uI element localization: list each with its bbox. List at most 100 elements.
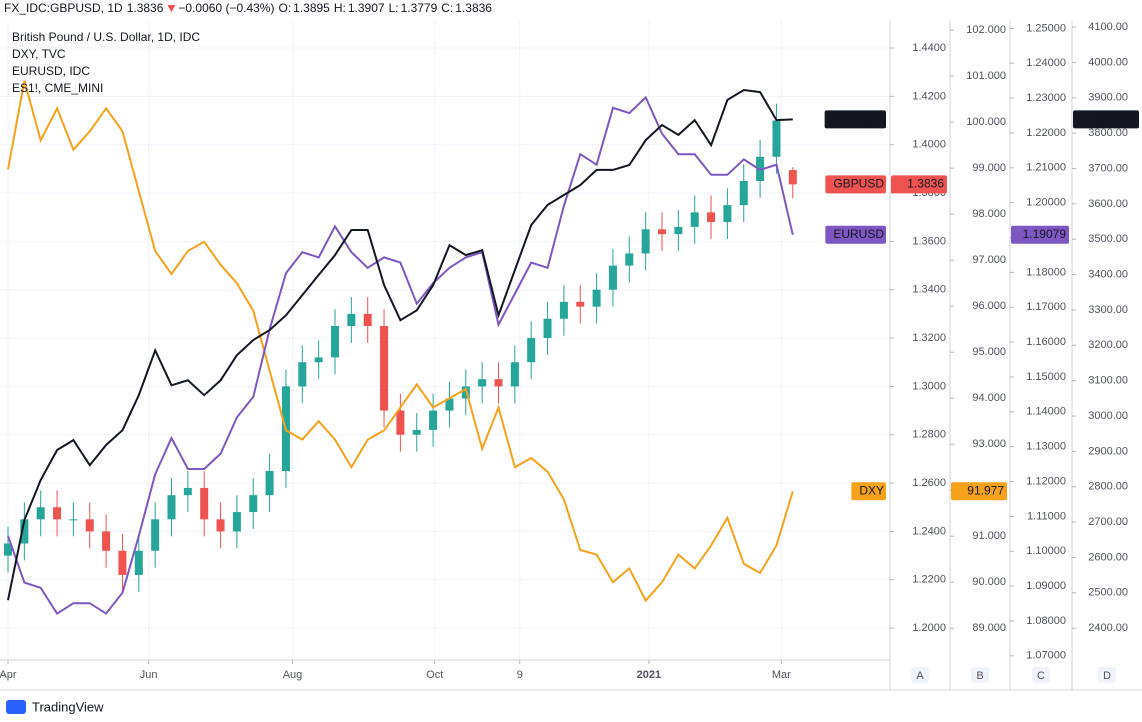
y-tick-label: 3800.00	[1088, 127, 1128, 139]
candle-body	[167, 495, 176, 520]
y-tick-label: 1.4400	[912, 42, 946, 54]
candle-body	[102, 531, 111, 551]
brand-logo	[6, 700, 26, 714]
x-tick-label: Jun	[140, 669, 158, 681]
series-line	[7, 95, 794, 615]
y-tick-label: 2800.00	[1088, 481, 1128, 493]
y-tick-label: 1.2000	[912, 622, 946, 634]
candle-body	[723, 205, 732, 223]
x-tick-label: Aug	[283, 669, 303, 681]
legend-entry: ES1!, CME_MINI	[12, 81, 103, 95]
y-tick-label: 95.000	[972, 346, 1006, 358]
y-tick-label: 2400.00	[1088, 622, 1128, 634]
x-tick-label: Apr	[0, 669, 17, 681]
axis-letter: C	[1037, 670, 1045, 682]
candle-body	[200, 487, 209, 520]
y-tick-label: 1.3000	[912, 380, 946, 392]
candle-body	[363, 313, 372, 326]
last-value-label: 3839.00	[1093, 112, 1137, 126]
y-tick-label: 1.3200	[912, 332, 946, 344]
y-tick-label: 1.13000	[1026, 441, 1066, 453]
candle-body	[592, 289, 601, 307]
last-value-box	[1011, 225, 1069, 244]
symbol: FX_IDC:GBPUSD, 1D	[4, 1, 123, 15]
brand-name[interactable]: TradingView	[32, 699, 104, 714]
candle-body	[576, 301, 585, 307]
down-arrow	[167, 5, 176, 12]
last-value-label: 1.19079	[1023, 227, 1067, 241]
y-tick-label: 1.15000	[1026, 371, 1066, 383]
y-tick-label: 1.2400	[912, 525, 946, 537]
candle-body	[331, 325, 339, 358]
candle-body	[690, 212, 699, 227]
ohlc-value: 1.3907	[348, 1, 385, 15]
y-tick-label: 2700.00	[1088, 516, 1128, 528]
y-tick-label: 100.000	[966, 116, 1006, 128]
price-tag	[851, 482, 886, 501]
candle-body	[739, 180, 748, 206]
y-tick-label: 1.3600	[912, 235, 946, 247]
candle-body	[151, 519, 160, 551]
candle-body	[543, 318, 552, 339]
y-tick-label: 1.07000	[1026, 650, 1066, 662]
ohlc-value: 1.3895	[293, 1, 330, 15]
series-line	[7, 88, 793, 601]
x-tick-label: Oct	[426, 669, 443, 681]
candle-body	[478, 379, 487, 387]
ohlc-label: H:	[334, 1, 346, 15]
y-tick-label: 102.000	[966, 24, 1006, 36]
candle-body	[380, 325, 389, 411]
candle-body	[69, 519, 78, 521]
legend-entry: DXY, TVC	[12, 47, 66, 61]
candle-body	[183, 487, 192, 496]
legend-entry: EURUSD, IDC	[12, 64, 90, 78]
y-tick-label: 3300.00	[1088, 304, 1128, 316]
candle-body	[608, 265, 617, 290]
y-tick-label: 1.20000	[1026, 197, 1066, 209]
candle-body	[249, 495, 258, 513]
candle-body	[4, 543, 12, 556]
ohlc-label: O:	[278, 1, 291, 15]
price-tag	[825, 225, 886, 244]
price-tag-name: DXY	[859, 483, 884, 497]
candle-body	[445, 398, 454, 411]
candle-body	[298, 362, 307, 387]
candle-body	[85, 519, 94, 532]
last-value-box	[1073, 110, 1139, 129]
y-tick-label: 3500.00	[1088, 233, 1128, 245]
y-tick-label: 1.2600	[912, 477, 946, 489]
axis-button	[971, 667, 989, 683]
candle-body	[625, 253, 634, 266]
x-tick-label: 2021	[637, 669, 661, 681]
change: −0.0060 (−0.43%)	[178, 1, 274, 15]
last-value-box	[951, 482, 1007, 501]
y-tick-label: 3200.00	[1088, 339, 1128, 351]
price-tag-name: EURUSD	[833, 227, 884, 241]
y-tick-label: 1.11000	[1027, 510, 1066, 522]
y-tick-label: 1.16000	[1026, 336, 1066, 348]
candle-body	[314, 357, 323, 363]
price-tag	[825, 175, 886, 194]
y-tick-label: 3900.00	[1088, 92, 1128, 104]
candle-body	[429, 410, 438, 430]
ohlc-value: 1.3779	[401, 1, 438, 15]
ohlc-value: 1.3836	[455, 1, 492, 15]
y-tick-label: 1.22000	[1026, 127, 1066, 139]
candle-body	[559, 301, 568, 319]
y-tick-label: 1.25000	[1026, 22, 1066, 34]
y-tick-label: 1.08000	[1026, 615, 1066, 627]
y-tick-label: 3000.00	[1088, 410, 1128, 422]
y-tick-label: 2600.00	[1088, 551, 1128, 563]
y-tick-label: 1.4000	[912, 139, 946, 151]
x-tick-label: Mar	[772, 669, 791, 681]
candle-body	[118, 550, 127, 575]
candle-body	[641, 229, 650, 254]
y-tick-label: 1.2800	[912, 429, 946, 441]
y-tick-label: 98.000	[972, 208, 1006, 220]
y-tick-label: 1.3400	[912, 284, 946, 296]
y-tick-label: 1.2200	[912, 574, 946, 586]
y-tick-label: 4000.00	[1088, 56, 1128, 68]
candle-body	[396, 410, 405, 435]
y-tick-label: 1.18000	[1026, 266, 1066, 278]
